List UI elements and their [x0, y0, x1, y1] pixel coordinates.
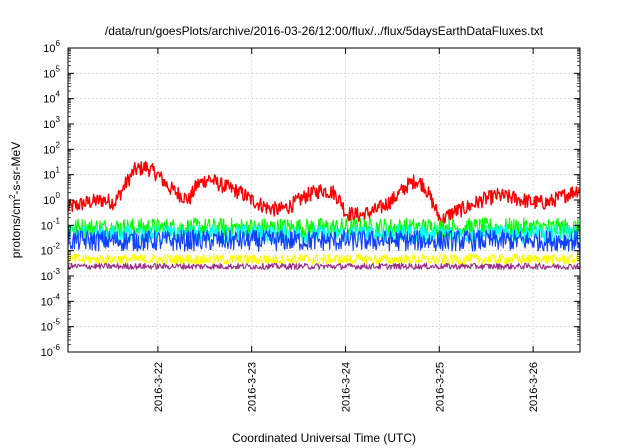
y-tick-label: 10-4	[41, 292, 61, 308]
series-line-5	[67, 253, 581, 266]
y-tick-label: 102	[43, 140, 60, 156]
x-tick-label: 2016-3-23	[247, 362, 259, 412]
axis-ticks: 10-6 10-5 10-4 10-3 10-2 10-1 100 101 102 103 104 1…	[41, 39, 580, 412]
y-tick-label: 10-2	[41, 242, 61, 258]
y-axis-title-sup: 2	[8, 194, 17, 199]
y-tick-label: 10-5	[41, 318, 61, 334]
y-axis-title-post: -s-sr-MeV	[9, 142, 23, 195]
chart-title: /data/run/goesPlots/archive/2016-03-26/1…	[105, 24, 544, 38]
y-tick-label: 104	[43, 90, 60, 106]
series-lines	[67, 161, 581, 270]
y-tick-label: 106	[43, 39, 60, 55]
y-tick-label: 10-3	[41, 267, 61, 283]
series-line-1	[67, 161, 581, 229]
y-tick-label: 103	[43, 115, 60, 131]
y-tick-label: 10-6	[41, 343, 61, 359]
y-tick-label: 100	[43, 191, 60, 207]
y-tick-label: 105	[43, 64, 60, 80]
y-axis-title-pre: protons/cm	[9, 199, 23, 258]
x-tick-label: 2016-3-25	[434, 362, 446, 412]
y-tick-label: 10-1	[41, 216, 61, 232]
series-line-4	[67, 229, 581, 252]
series-line-6	[67, 262, 581, 270]
x-tick-label: 2016-3-22	[153, 362, 165, 412]
y-tick-label: 101	[43, 166, 60, 182]
x-tick-label: 2016-3-24	[340, 362, 352, 412]
x-axis-title: Coordinated Universal Time (UTC)	[232, 431, 416, 445]
y-axis-title: protons/cm2-s-sr-MeV	[8, 142, 23, 258]
x-tick-label: 2016-3-26	[528, 362, 540, 412]
